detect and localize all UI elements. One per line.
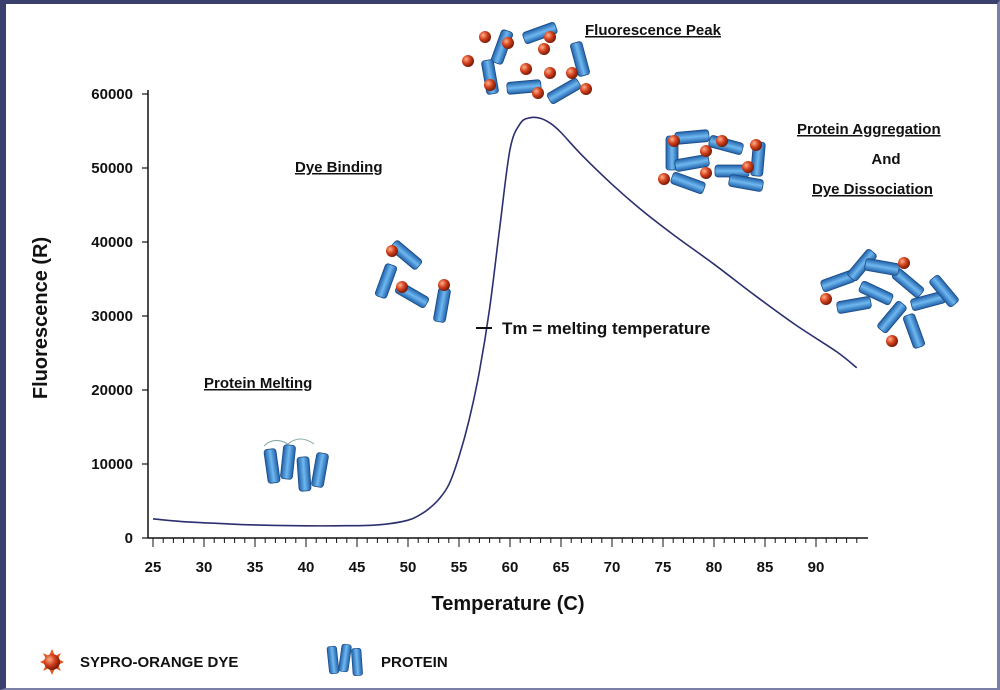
annotation-dye-dissociation: Dye Dissociation (812, 181, 933, 198)
y-tick-label: 10000 (91, 456, 133, 473)
x-tick-label: 60 (502, 559, 519, 576)
x-tick-label: 45 (349, 559, 366, 576)
x-tick-label: 70 (604, 559, 621, 576)
legend-protein-label: PROTEIN (381, 654, 448, 671)
annotation-protein-melting: Protein Melting (204, 375, 312, 392)
annotation-dye-binding: Dye Binding (295, 159, 383, 176)
legend-dye-icon (40, 649, 64, 675)
dye-dissociation-illustration (819, 247, 960, 350)
x-ticks: 25 30 35 40 45 50 55 60 65 70 75 80 85 90 (145, 538, 858, 576)
x-tick-label: 35 (247, 559, 264, 576)
protein-melting-illustration (263, 438, 330, 492)
x-tick-label: 50 (400, 559, 417, 576)
y-tick-label: 0 (125, 530, 133, 547)
annotation-and: And (871, 151, 900, 168)
legend-dye-label: SYPRO-ORANGE DYE (80, 654, 238, 671)
x-tick-label: 75 (655, 559, 672, 576)
annotation-fluorescence-peak: Fluorescence Peak (585, 22, 722, 39)
x-tick-label: 30 (196, 559, 213, 576)
x-tick-label: 85 (757, 559, 774, 576)
y-tick-label: 60000 (91, 86, 133, 103)
legend: SYPRO-ORANGE DYE PROTEIN (40, 643, 448, 677)
y-tick-label: 40000 (91, 234, 133, 251)
fluorescence-peak-illustration (462, 21, 592, 106)
dye-binding-illustration (374, 239, 452, 324)
y-tick-label: 30000 (91, 308, 133, 325)
x-tick-label: 65 (553, 559, 570, 576)
x-axis-title: Temperature (C) (432, 593, 585, 615)
x-tick-label: 80 (706, 559, 723, 576)
y-tick-label: 20000 (91, 382, 133, 399)
x-tick-label: 40 (298, 559, 315, 576)
x-tick-label: 90 (808, 559, 825, 576)
annotation-protein-aggregation: Protein Aggregation (797, 121, 941, 138)
fluorescence-curve (152, 116, 858, 527)
y-tick-label: 50000 (91, 160, 133, 177)
y-axis-title: Fluorescence (R) (30, 237, 52, 399)
tm-label: Tm = melting temperature (502, 319, 710, 338)
x-tick-label: 55 (451, 559, 468, 576)
protein-aggregation-illustration (658, 129, 766, 195)
legend-protein-icon (326, 643, 364, 677)
y-ticks: 0 10000 20000 30000 40000 50000 60000 (91, 86, 148, 547)
x-tick-label: 25 (145, 559, 162, 576)
